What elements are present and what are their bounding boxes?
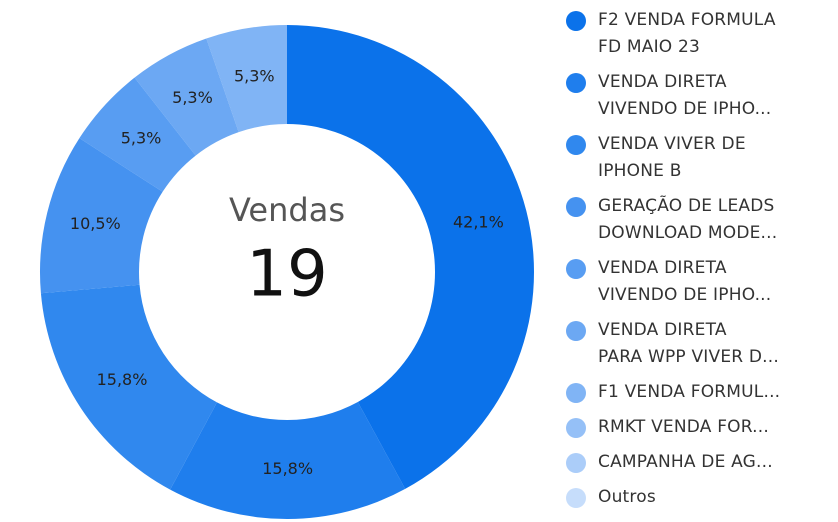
legend-item: VENDA DIRETA VIVENDO DE IPHO...	[566, 255, 838, 309]
slice	[79, 77, 196, 192]
legend-marker	[566, 11, 586, 31]
slice-label: 5,3%	[172, 88, 213, 107]
legend-item: RMKT VENDA FOR...	[566, 414, 838, 441]
legend: F2 VENDA FORMULA FD MAIO 23 VENDA DIRETA …	[566, 7, 838, 511]
donut-chart: Vendas 19 42,1% 15,8% 15,8% 10,5% 5,3% 5,3% 5,…	[39, 25, 535, 519]
legend-item: VENDA DIRETA VIVENDO DE IPHO...	[566, 69, 838, 123]
legend-item: VENDA VIVER DE IPHONE B	[566, 131, 838, 185]
legend-marker	[566, 73, 586, 93]
slice-label: 15,8%	[262, 459, 313, 478]
slice	[40, 284, 217, 490]
legend-marker	[566, 488, 586, 508]
slice	[287, 25, 535, 489]
legend-marker	[566, 418, 586, 438]
legend-marker	[566, 321, 586, 341]
legend-marker	[566, 135, 586, 155]
legend-item: Outros	[566, 484, 838, 511]
legend-marker	[566, 453, 586, 473]
center-label: Vendas	[229, 191, 345, 229]
legend-label: VENDA DIRETA VIVENDO DE IPHO...	[598, 258, 772, 305]
slice-label: 42,1%	[453, 213, 504, 232]
legend-label: CAMPANHA DE AG...	[598, 452, 773, 472]
legend-label: GERAÇÃO DE LEADS DOWNLOAD MODE...	[598, 196, 778, 243]
legend-marker	[566, 383, 586, 403]
legend-item: F2 VENDA FORMULA FD MAIO 23	[566, 7, 838, 61]
legend-label: VENDA DIRETA PARA WPP VIVER D...	[598, 320, 779, 367]
legend-label: F2 VENDA FORMULA FD MAIO 23	[598, 10, 776, 57]
legend-label: VENDA DIRETA VIVENDO DE IPHO...	[598, 72, 772, 119]
legend-item: CAMPANHA DE AG...	[566, 449, 838, 476]
slice-label: 5,3%	[234, 67, 275, 86]
legend-label: F1 VENDA FORMUL...	[598, 382, 781, 402]
slice-label: 15,8%	[97, 370, 148, 389]
slice	[206, 25, 287, 133]
legend-item: VENDA DIRETA PARA WPP VIVER D...	[566, 317, 838, 371]
slice	[134, 38, 239, 156]
slice-label: 5,3%	[121, 128, 162, 147]
legend-label: RMKT VENDA FOR...	[598, 417, 769, 437]
legend-item: F1 VENDA FORMUL...	[566, 379, 838, 406]
legend-label: Outros	[598, 487, 656, 507]
legend-item: GERAÇÃO DE LEADS DOWNLOAD MODE...	[566, 193, 838, 247]
slice	[39, 138, 163, 294]
legend-label: VENDA VIVER DE IPHONE B	[598, 134, 746, 181]
slice-label: 10,5%	[70, 214, 121, 233]
center-value: 19	[246, 238, 327, 312]
slice	[170, 401, 406, 519]
legend-marker	[566, 259, 586, 279]
legend-marker	[566, 197, 586, 217]
